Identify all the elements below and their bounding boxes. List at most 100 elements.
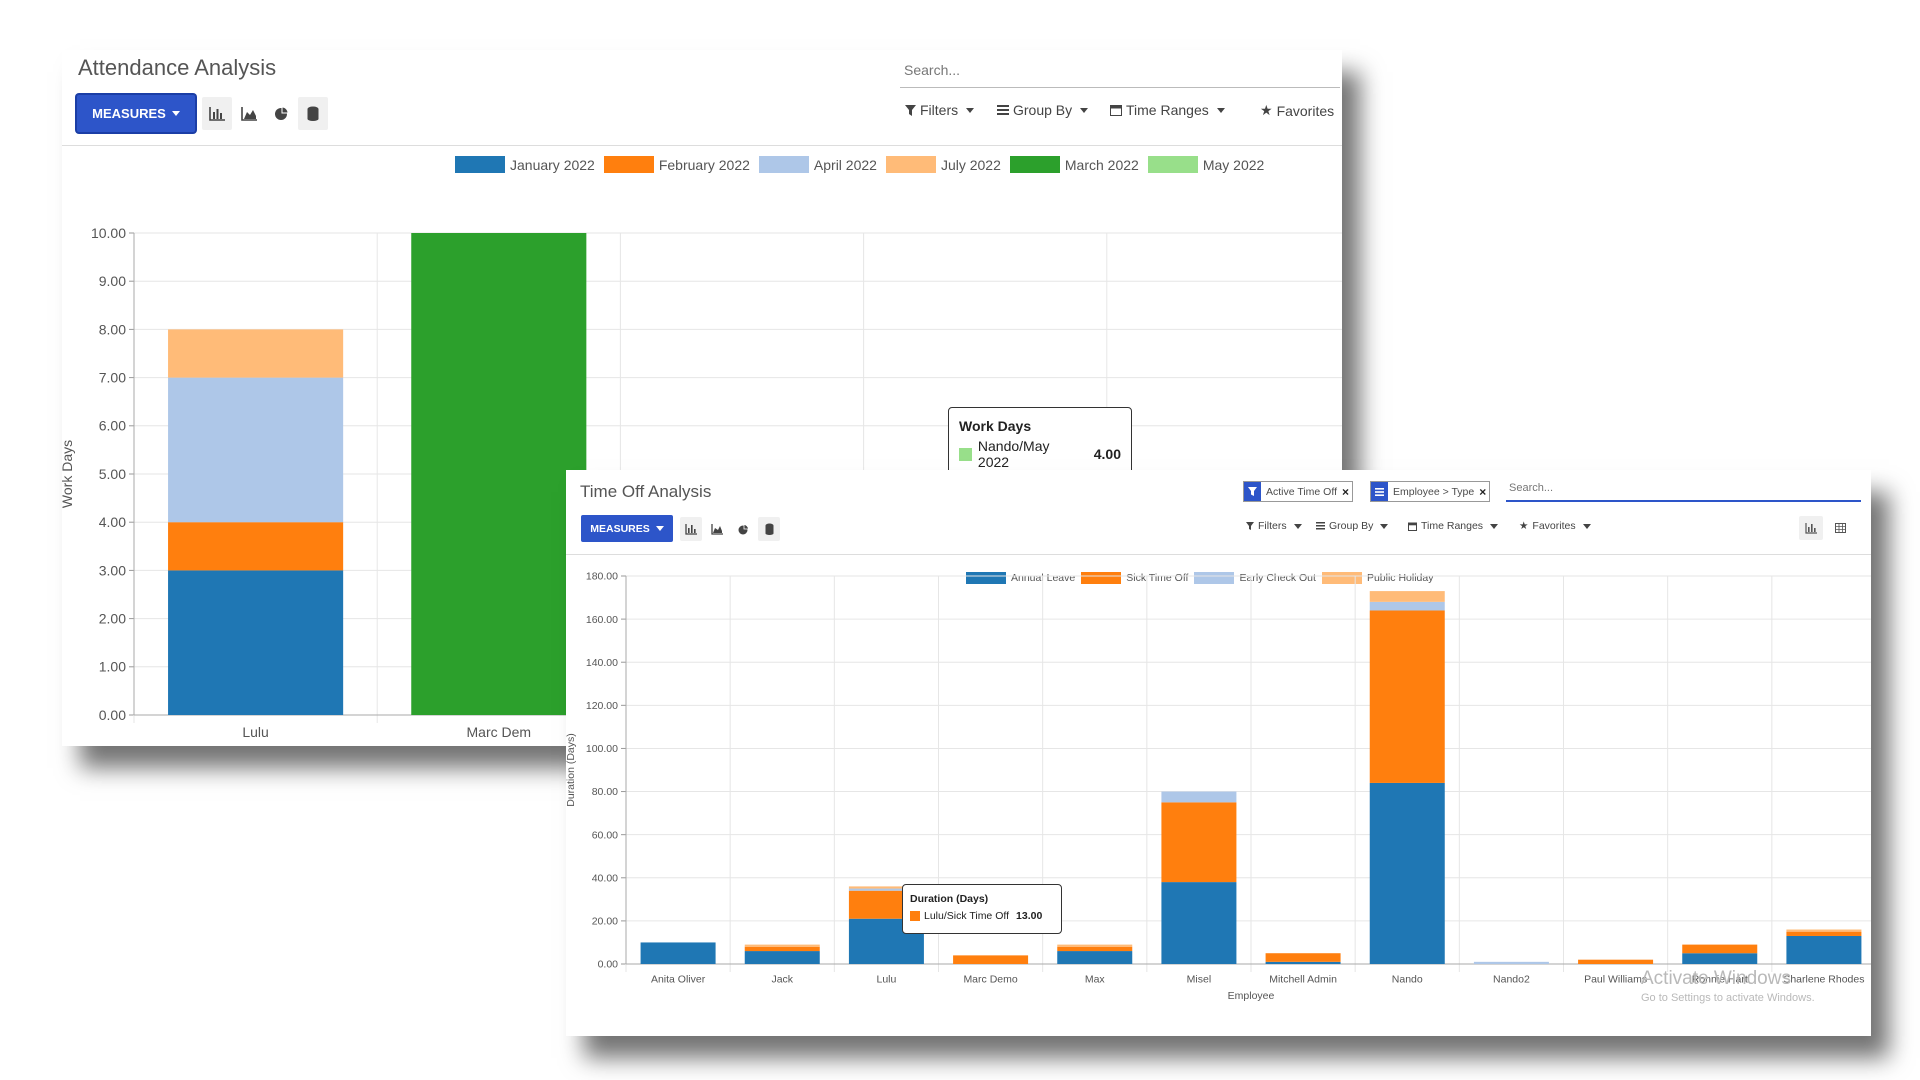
line-chart-button[interactable] [706,517,728,541]
legend-label: Public Holiday [1366,572,1434,584]
bar-chart-icon [1805,522,1817,534]
favorites-dropdown[interactable]: ★ Favorites [1260,102,1334,119]
bar-segment[interactable] [1369,591,1445,602]
bar-segment[interactable] [744,946,820,952]
y-tick-label: 9.00 [99,273,126,289]
bar-segment[interactable] [640,942,716,964]
legend-swatch [1009,156,1060,173]
bar-segment[interactable] [1786,935,1862,964]
chevron-down-icon [1293,523,1302,529]
bar-segment[interactable] [1369,782,1445,964]
legend-swatch [758,156,809,173]
y-tick-label: 80.00 [592,786,618,798]
bar-chart-button[interactable] [202,97,232,130]
bar-segment[interactable] [168,522,344,571]
timeranges-dropdown[interactable]: Time Ranges [1110,102,1225,118]
legend-item[interactable]: April 2022 [758,156,877,173]
y-tick-label: 100.00 [586,743,618,755]
tooltip-series: Nando/May 2022 [977,438,1050,470]
line-chart-button[interactable] [234,97,264,130]
x-tick-label: Nando [1392,974,1423,986]
bar-segment[interactable] [1161,882,1237,964]
legend-item[interactable]: Public Holiday [1321,572,1434,584]
bar-segment[interactable] [1057,951,1133,964]
pie-chart-button[interactable] [266,97,296,130]
facet-label: Active Time Off [1266,485,1337,498]
bar-segment[interactable] [1161,802,1237,883]
graph-view-button[interactable] [1799,516,1823,540]
favorites-label: Favorites [1532,520,1576,532]
y-tick-label: 7.00 [99,370,126,386]
bar-segment[interactable] [1265,961,1341,964]
groupby-dropdown[interactable]: Group By [997,102,1089,118]
bar-segment[interactable] [1473,961,1549,964]
bar-segment[interactable] [168,377,344,523]
legend-item[interactable]: July 2022 [885,156,1001,173]
bar-segment[interactable] [744,944,820,947]
favorites-dropdown[interactable]: ★ Favorites [1519,520,1591,532]
x-tick-label: Ronnie Hart [1692,974,1748,986]
pivot-view-button[interactable] [1828,516,1852,540]
pie-chart-button[interactable] [732,517,754,541]
bar-segment[interactable] [1057,946,1133,952]
chevron-down-icon [966,107,975,113]
bar-segment[interactable] [1682,944,1758,954]
measures-button[interactable]: MEASURES [581,515,673,542]
bar-segment[interactable] [953,955,1029,964]
bar-segment[interactable] [411,233,587,715]
bar-segment[interactable] [848,888,924,891]
bar-segment[interactable] [1369,610,1445,783]
legend-item[interactable]: May 2022 [1147,156,1264,173]
groupby-icon [1371,482,1388,501]
stacked-toggle-button[interactable] [758,517,780,541]
bar-segment[interactable] [1786,929,1862,932]
x-axis-label: Employee [1228,990,1275,1002]
bar-segment[interactable] [744,951,820,964]
groupby-dropdown[interactable]: Group By [1316,520,1389,532]
calendar-icon [1110,105,1122,116]
legend-swatch [1081,572,1122,584]
search-input[interactable]: Search... [1506,482,1861,502]
bar-segment[interactable] [1265,953,1341,962]
legend-swatch [603,156,654,173]
bar-segment[interactable] [1057,944,1133,947]
groupby-facet[interactable]: Employee > Type × [1370,481,1491,502]
search-input[interactable]: Search... [900,62,1340,88]
legend-item[interactable]: February 2022 [603,156,750,173]
y-axis-label: Work Days [62,440,75,508]
legend-item[interactable]: Early Check Out [1194,572,1316,584]
legend-item[interactable]: Sick Time Off [1081,572,1188,584]
bar-segment[interactable] [1786,931,1862,936]
close-icon[interactable]: × [1479,484,1487,499]
bar-segment[interactable] [1369,601,1445,611]
bar-segment[interactable] [168,570,344,715]
chevron-down-icon [655,526,664,531]
close-icon[interactable]: × [1342,484,1350,499]
database-icon [307,106,319,121]
legend-item[interactable]: January 2022 [455,156,595,173]
timeranges-dropdown[interactable]: Time Ranges [1408,520,1499,532]
bar-segment[interactable] [1578,959,1654,964]
bar-segment[interactable] [1161,791,1237,803]
timeranges-label: Time Ranges [1126,102,1209,118]
bar-segment[interactable] [1682,953,1758,964]
y-tick-label: 6.00 [99,418,126,434]
legend-item[interactable]: March 2022 [1009,156,1139,173]
filters-label: Filters [920,102,959,118]
tooltip-series: Lulu/Sick Time Off [924,910,1010,922]
bar-segment[interactable] [848,886,924,889]
bar-segment[interactable] [168,329,344,378]
table-icon [1834,523,1846,533]
measures-button[interactable]: MEASURES [77,95,195,132]
filters-dropdown[interactable]: Filters [1246,520,1302,532]
legend-label: March 2022 [1064,156,1139,173]
x-tick-label: Lulu [242,724,268,740]
x-tick-label: Sharlene Rhodes [1783,974,1864,986]
filters-dropdown[interactable]: Filters [905,102,975,118]
stacked-toggle-button[interactable] [298,97,328,130]
timeranges-label: Time Ranges [1421,520,1484,532]
legend-label: April 2022 [813,156,877,173]
bar-chart-button[interactable] [680,517,702,541]
filter-facet[interactable]: Active Time Off × [1243,481,1354,502]
x-tick-label: Marc Dem [467,724,532,740]
